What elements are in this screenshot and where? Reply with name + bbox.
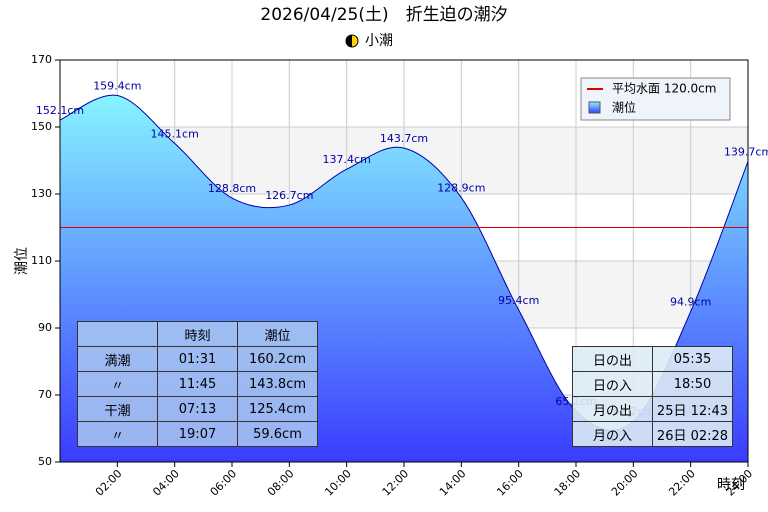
y-tick-label: 110 [31,254,52,267]
legend-label: 平均水面 120.0cm [612,82,716,96]
data-label: 139.7cm [724,146,768,159]
table-cell: 143.8cm [237,371,318,397]
y-axis-label: 潮位 [14,247,30,275]
y-tick-label: 170 [31,53,52,66]
data-label: 126.7cm [265,189,313,202]
moon-shadow [346,35,352,47]
table-cell: 26日 02:28 [652,421,733,447]
table-cell: 月の入 [572,421,653,447]
table-cell: 01:31 [157,346,238,372]
legend-box [580,77,731,121]
y-tick-label: 90 [38,321,52,334]
table-row: 時刻 潮位 [77,321,318,347]
data-label: 95.4cm [498,294,539,307]
table-cell: 07:13 [157,396,238,422]
data-label: 128.9cm [437,182,485,195]
x-tick-label: 16:00 [494,467,526,499]
x-tick-label: 12:00 [380,467,412,499]
table-cell: 18:50 [652,371,733,397]
y-tick-label: 150 [31,120,52,133]
y-tick-label: 50 [38,455,52,468]
data-label: 128.8cm [208,182,256,195]
sun-table: 日の出 05:35 日の入 18:50 月の出 25日 12:43 月の入 26日 02:28 [572,346,733,447]
legend-swatch-tide [588,101,601,114]
table-cell: 11:45 [157,371,238,397]
data-label: 94.9cm [670,296,711,309]
data-label: 145.1cm [151,127,199,140]
table-cell: 160.2cm [237,346,318,372]
axes-frame [59,59,749,463]
table-cell: 59.6cm [237,421,318,447]
table-cell: 日の入 [572,371,653,397]
x-tick-label: 18:00 [552,467,584,499]
data-label: 137.4cm [323,153,371,166]
x-axis-label: 時刻 [717,477,745,493]
table-row: 干潮 07:13 125.4cm [77,396,318,422]
table-cell: 25日 12:43 [652,396,733,422]
table-row: 月の出 25日 12:43 [572,396,733,422]
table-cell: 〃 [77,421,158,447]
data-label: 143.7cm [380,132,428,145]
x-tick-label: 04:00 [150,467,182,499]
legend-label: 潮位 [612,100,636,115]
table-cell: 125.4cm [237,396,318,422]
x-tick-label: 06:00 [208,467,240,499]
table-cell: 時刻 [157,321,238,347]
x-tick-label: 22:00 [666,467,698,499]
table-cell: 干潮 [77,396,158,422]
table-cell: 満潮 [77,346,158,372]
data-label: 159.4cm [93,80,141,93]
table-cell: 潮位 [237,321,318,347]
table-cell [77,321,158,347]
table-row: 満潮 01:31 160.2cm [77,346,318,372]
x-tick-label: 02:00 [93,467,125,499]
x-tick-label: 14:00 [437,467,469,499]
table-row: 〃 19:07 59.6cm [77,421,318,447]
y-tick-label: 70 [38,388,52,401]
table-row: 〃 11:45 143.8cm [77,371,318,397]
table-row: 日の入 18:50 [572,371,733,397]
chart-title: 2026/04/25(土) 折生迫の潮汐 [260,5,507,25]
table-cell: 05:35 [652,346,733,372]
table-cell: 日の出 [572,346,653,372]
x-tick-label: 20:00 [609,467,641,499]
table-cell: 月の出 [572,396,653,422]
y-tick-label: 130 [31,187,52,200]
x-tick-label: 10:00 [322,467,354,499]
tide-table: 時刻 潮位 満潮 01:31 160.2cm 〃 11:45 143.8cm 干潮 07:13 12… [77,321,318,447]
table-row: 月の入 26日 02:28 [572,421,733,447]
x-tick-label: 08:00 [265,467,297,499]
table-row: 日の出 05:35 [572,346,733,372]
table-cell: 〃 [77,371,158,397]
chart-subtitle: 小潮 [365,33,393,49]
table-cell: 19:07 [157,421,238,447]
